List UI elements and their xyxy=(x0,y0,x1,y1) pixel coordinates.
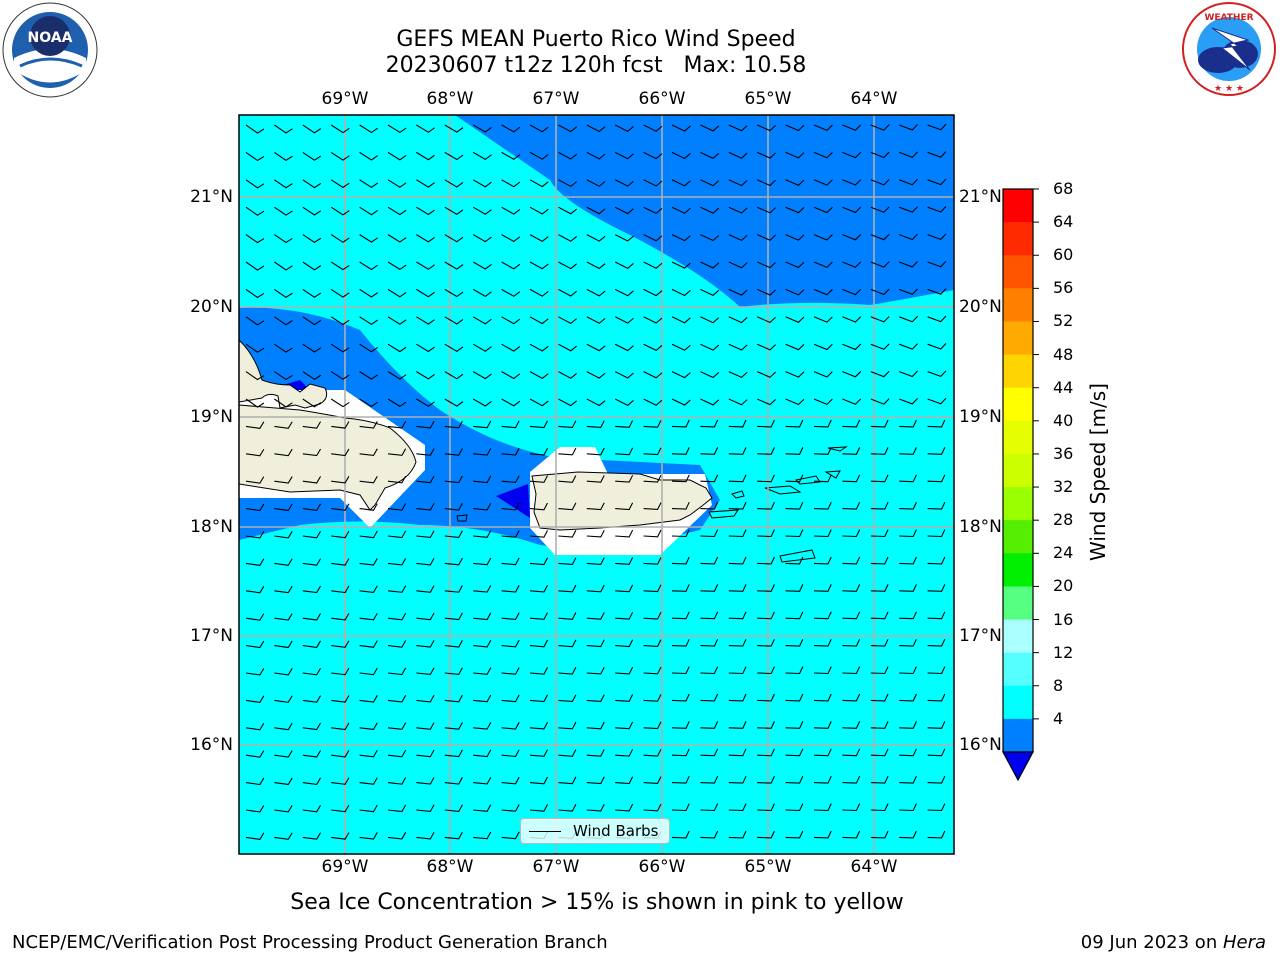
colorbar-tick-label: 28 xyxy=(1053,510,1074,530)
sea-ice-note: Sea Ice Concentration > 15% is shown in … xyxy=(290,890,904,915)
colorbar-segment xyxy=(1003,420,1033,455)
hispaniola-north xyxy=(239,339,328,409)
legend-label: Wind Barbs xyxy=(573,822,659,840)
colorbar-tick-label: 56 xyxy=(1053,278,1074,298)
colorbar-segment xyxy=(1003,487,1033,521)
colorbar-segment xyxy=(1003,718,1033,753)
colorbar-segment xyxy=(1003,354,1033,389)
chart-title: GEFS MEAN Puerto Rico Wind Speed xyxy=(396,27,796,52)
lat-label-left: 21°N xyxy=(190,187,233,207)
lat-label-left: 19°N xyxy=(190,407,233,427)
legend-line-icon xyxy=(529,831,561,832)
lon-label-top: 66°W xyxy=(638,89,686,109)
colorbar-tick-label: 48 xyxy=(1053,344,1074,364)
virgin-islands xyxy=(764,446,848,495)
colorbar xyxy=(1001,188,1039,782)
lat-label-right: 19°N xyxy=(959,407,1002,427)
lon-label-top: 69°W xyxy=(321,89,369,109)
colorbar-segment xyxy=(1003,652,1033,687)
colorbar-tick-label: 36 xyxy=(1053,443,1074,463)
colorbar-frame xyxy=(1002,188,1034,753)
lat-label-right: 21°N xyxy=(959,187,1002,207)
colorbar-segment xyxy=(1003,685,1033,720)
wind-field-0-4-b xyxy=(496,484,530,518)
lon-label-top: 65°W xyxy=(744,89,792,109)
colorbar-tick-label: 8 xyxy=(1053,675,1064,695)
lon-label-top: 64°W xyxy=(850,89,898,109)
colorbar-segment xyxy=(1003,255,1033,289)
colorbar-segment xyxy=(1003,586,1033,621)
nws-logo: WEATHER ★ ★ ★ xyxy=(1182,2,1276,96)
lat-label-right: 18°N xyxy=(959,517,1002,537)
noaa-logo: NOAA xyxy=(2,2,98,98)
colorbar-tick-label: 60 xyxy=(1053,245,1074,265)
colorbar-segment xyxy=(1003,453,1033,488)
st-croix-island xyxy=(779,549,816,563)
colorbar-segment xyxy=(1003,189,1033,223)
colorbar-tick-label: 32 xyxy=(1053,477,1074,497)
lon-label-top: 68°W xyxy=(426,89,474,109)
chart-subtitle-date: 20230607 t12z 120h fcst Max: 10.58 xyxy=(385,53,807,78)
colorbar-tick-label: 20 xyxy=(1053,576,1074,596)
plot-frame xyxy=(238,114,955,855)
lon-label-bottom: 65°W xyxy=(744,857,792,877)
footer-date-text: 09 Jun 2023 on xyxy=(1080,932,1223,953)
vieques-island xyxy=(708,509,739,519)
plot-area xyxy=(239,115,954,854)
lon-label-bottom: 69°W xyxy=(321,857,369,877)
mona-island xyxy=(456,514,468,522)
colorbar-segment xyxy=(1003,520,1033,554)
colorbar-segment xyxy=(1003,222,1033,256)
lon-label-bottom: 64°W xyxy=(850,857,898,877)
wind-field-4-8-north xyxy=(455,115,954,307)
lon-label-bottom: 68°W xyxy=(426,857,474,877)
wind-barbs-legend: Wind Barbs xyxy=(520,818,670,844)
lat-label-right: 16°N xyxy=(959,735,1002,755)
colorbar-segment xyxy=(1003,387,1033,422)
colorbar-tick-label: 52 xyxy=(1053,311,1074,331)
colorbar-tick-label: 16 xyxy=(1053,609,1074,629)
colorbar-tick-label: 4 xyxy=(1053,708,1064,728)
colorbar-tick-label: 64 xyxy=(1053,212,1074,232)
footer-credit: NCEP/EMC/Verification Post Processing Pr… xyxy=(12,932,608,953)
svg-text:NOAA: NOAA xyxy=(28,30,73,46)
lat-label-left: 18°N xyxy=(190,517,233,537)
lat-label-left: 17°N xyxy=(190,626,233,646)
culebra-island xyxy=(731,490,745,499)
lon-label-bottom: 66°W xyxy=(638,857,686,877)
footer-date: 09 Jun 2023 on Hera xyxy=(1081,932,1266,953)
lat-label-right: 17°N xyxy=(959,626,1002,646)
colorbar-tick-label: 12 xyxy=(1053,642,1074,662)
colorbar-segment xyxy=(1003,553,1033,587)
colorbar-segment xyxy=(1003,619,1033,654)
lat-label-left: 16°N xyxy=(190,735,233,755)
lat-label-right: 20°N xyxy=(959,297,1002,317)
lon-label-bottom: 67°W xyxy=(532,857,580,877)
svg-text:★ ★ ★: ★ ★ ★ xyxy=(1214,84,1244,94)
footer-host: Hera xyxy=(1222,932,1266,953)
lat-label-left: 20°N xyxy=(190,297,233,317)
puerto-rico-land xyxy=(531,471,713,531)
colorbar-extend-arrow xyxy=(1001,751,1035,782)
colorbar-segment xyxy=(1003,321,1033,356)
colorbar-tick-label: 44 xyxy=(1053,377,1074,397)
lon-label-top: 67°W xyxy=(532,89,580,109)
colorbar-label: Wind Speed [m/s] xyxy=(1086,383,1110,561)
svg-text:WEATHER: WEATHER xyxy=(1204,13,1253,23)
colorbar-tick-label: 40 xyxy=(1053,410,1074,430)
graticule xyxy=(239,115,954,854)
colorbar-tick-label: 68 xyxy=(1053,179,1074,198)
colorbar-tick-label: 24 xyxy=(1053,543,1074,563)
colorbar-segment xyxy=(1003,288,1033,322)
